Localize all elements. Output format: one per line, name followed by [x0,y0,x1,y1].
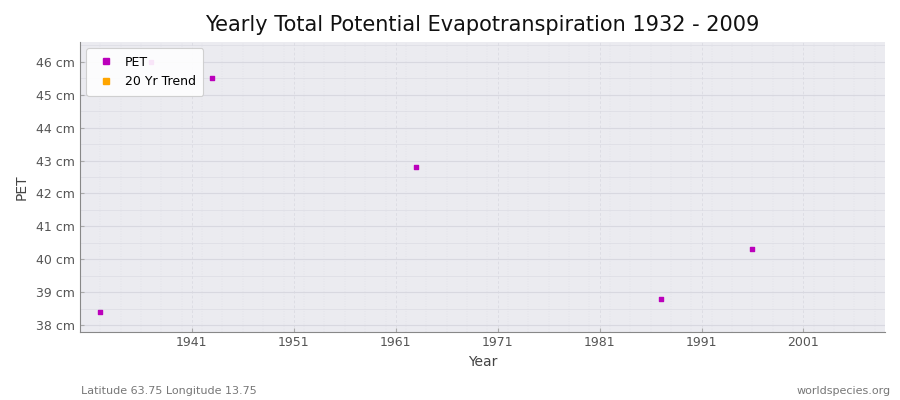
Y-axis label: PET: PET [15,174,29,200]
Legend: PET, 20 Yr Trend: PET, 20 Yr Trend [86,48,203,96]
Text: worldspecies.org: worldspecies.org [796,386,891,396]
Point [93,309,107,315]
Text: Latitude 63.75 Longitude 13.75: Latitude 63.75 Longitude 13.75 [81,386,256,396]
Point [409,164,423,170]
Point [144,59,158,65]
Point [745,246,760,252]
Point [205,75,220,82]
X-axis label: Year: Year [468,355,497,369]
Title: Yearly Total Potential Evapotranspiration 1932 - 2009: Yearly Total Potential Evapotranspiratio… [205,15,760,35]
Point [653,296,668,302]
